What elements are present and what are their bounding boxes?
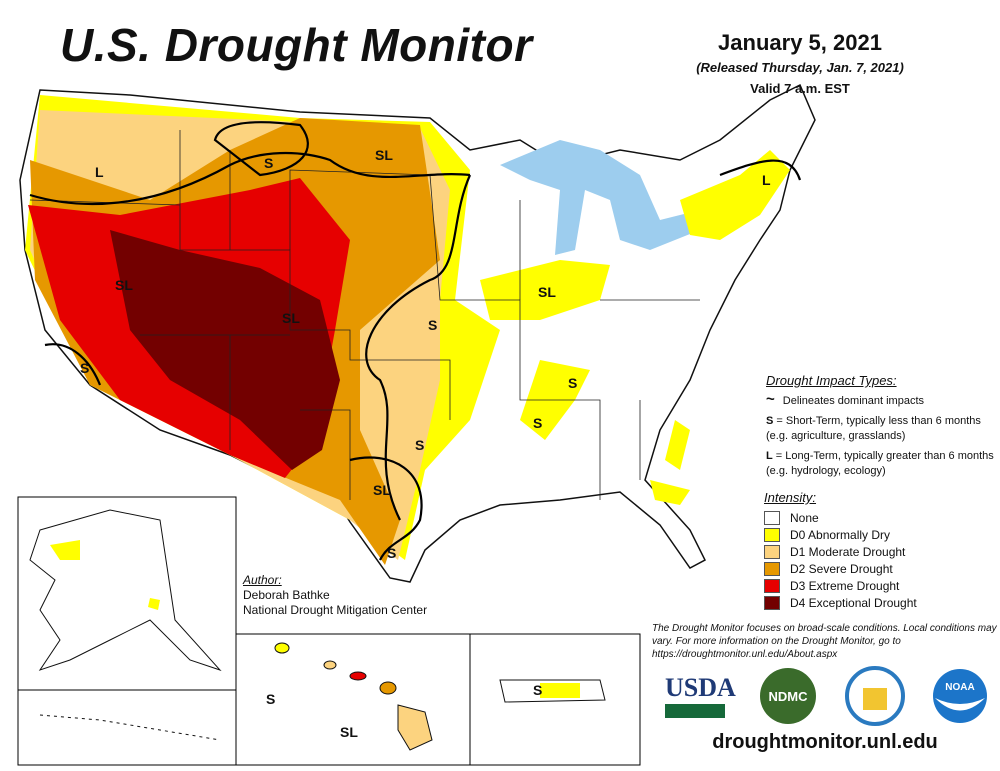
page-title: U.S. Drought Monitor	[60, 19, 533, 71]
legend-label: D4 Exceptional Drought	[790, 595, 917, 610]
legend-swatch	[764, 527, 780, 542]
svg-text:NDMC: NDMC	[769, 689, 809, 704]
legend-label: D0 Abnormally Dry	[790, 527, 891, 542]
map-label: S	[568, 375, 577, 391]
alaska-outline	[29, 509, 222, 672]
short-term-key: S	[766, 415, 774, 427]
map-label: L	[762, 172, 771, 188]
legend-item: D0 Abnormally Dry	[764, 526, 917, 543]
legend-label: D1 Moderate Drought	[790, 544, 906, 559]
legend-swatch	[764, 578, 780, 593]
great-lakes	[500, 140, 740, 255]
map-label: S	[415, 437, 424, 453]
logos: USDA NDMC NOAA	[665, 666, 987, 726]
map-label: SL	[375, 147, 393, 163]
alaska-d0	[50, 540, 80, 560]
map-label: S	[387, 545, 396, 561]
legend-swatch	[764, 544, 780, 559]
commerce-seal-logo	[845, 666, 905, 726]
site-url[interactable]: droughtmonitor.unl.edu	[712, 731, 938, 753]
map-label: S	[428, 317, 437, 333]
map-label: S	[264, 155, 273, 171]
d4-areas	[110, 230, 340, 470]
valid-time: Valid 7 a.m. EST	[750, 81, 850, 96]
map-label: L	[95, 164, 104, 180]
short-term-desc: = Short-Term, typically less than 6 mont…	[766, 415, 981, 442]
svg-text:NOAA: NOAA	[945, 682, 974, 693]
legend-swatch	[764, 595, 780, 610]
usda-logo: USDA	[665, 673, 736, 718]
map-label: SL	[282, 310, 300, 326]
noaa-logo: NOAA	[933, 669, 987, 723]
legend-swatch	[764, 561, 780, 576]
state-borders	[29, 130, 700, 500]
legend-item: D1 Moderate Drought	[764, 543, 917, 560]
svg-text:USDA: USDA	[665, 673, 736, 702]
hawaii-label-sl: SL	[340, 724, 358, 740]
map-label: S	[80, 360, 89, 376]
impact-types-heading: Drought Impact Types:	[766, 373, 897, 388]
release-date: (Released Thursday, Jan. 7, 2021)	[696, 60, 904, 75]
legend-item: D3 Extreme Drought	[764, 577, 917, 594]
intensity-legend: Intensity: None D0 Abnormally Dry D1 Moder…	[764, 490, 917, 611]
map-label: S	[533, 415, 542, 431]
intensity-heading: Intensity:	[764, 490, 817, 505]
map-date: January 5, 2021	[718, 30, 882, 55]
impact-labels: L S SL SL SL S S SL S S S SL S L	[80, 147, 771, 561]
author-block: Author: Deborah Bathke National Drought …	[243, 573, 427, 618]
disclaimer: The Drought Monitor focuses on broad-sca…	[652, 623, 997, 660]
legend-label: D3 Extreme Drought	[790, 578, 900, 593]
map-label: SL	[538, 284, 556, 300]
legend-item: None	[764, 509, 917, 526]
legend-swatch	[764, 510, 780, 525]
author-heading: Author:	[243, 573, 282, 587]
ndmc-logo: NDMC	[760, 668, 816, 724]
hawaii-label-s: S	[266, 691, 275, 707]
legend-label: D2 Severe Drought	[790, 561, 893, 576]
hawaii-islands	[274, 642, 433, 751]
author-name: Deborah Bathke	[243, 588, 330, 602]
legend-item: D4 Exceptional Drought	[764, 594, 917, 611]
long-term-desc: = Long-Term, typically greater than 6 mo…	[766, 450, 994, 477]
author-org: National Drought Mitigation Center	[243, 603, 428, 617]
map-label: SL	[115, 277, 133, 293]
legend-item: D2 Severe Drought	[764, 560, 917, 577]
impact-line-icon: ~	[766, 391, 775, 408]
legend-label: None	[790, 510, 819, 525]
puerto-rico-label-s: S	[533, 682, 542, 698]
inset-frames	[17, 496, 641, 766]
map-label: SL	[373, 482, 391, 498]
impact-boundaries	[29, 121, 802, 561]
long-term-key: L	[766, 450, 773, 462]
impact-line-desc: Delineates dominant impacts	[782, 395, 925, 407]
impact-types-legend: Drought Impact Types: ~ Delineates domina…	[766, 373, 996, 484]
aleutian-islands	[39, 714, 221, 741]
